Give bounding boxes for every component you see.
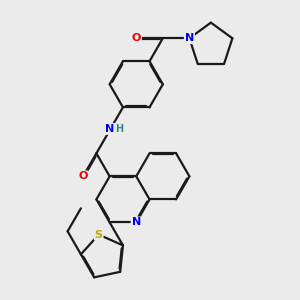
Text: N: N xyxy=(185,33,194,43)
Text: O: O xyxy=(78,171,88,182)
Text: N: N xyxy=(105,124,114,134)
Text: H: H xyxy=(115,124,123,134)
Text: O: O xyxy=(132,33,141,43)
Text: S: S xyxy=(95,230,103,240)
Text: N: N xyxy=(132,218,141,227)
